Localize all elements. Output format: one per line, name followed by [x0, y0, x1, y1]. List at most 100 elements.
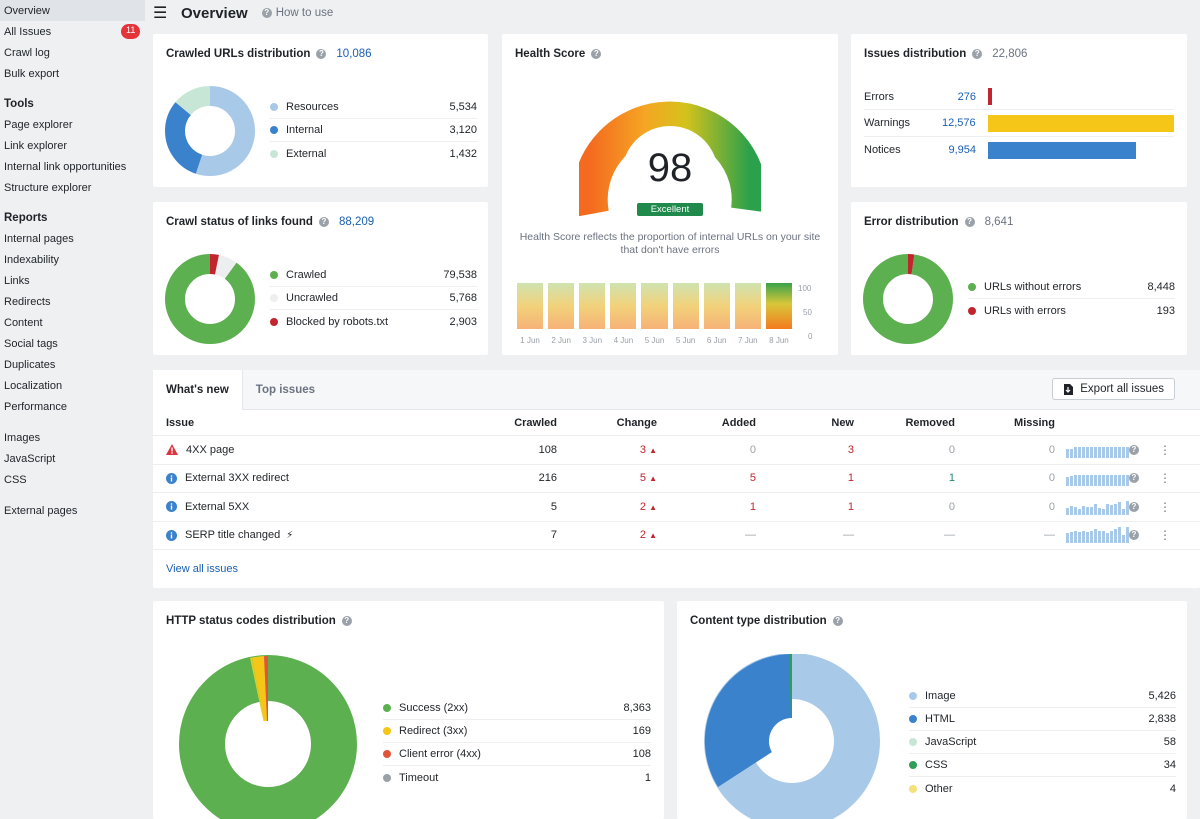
missing-cell[interactable]: —	[1044, 529, 1055, 542]
issue-cell[interactable]: External 3XX redirect	[166, 472, 289, 484]
table-row[interactable]: External 3XX redirect 216 5 ▲ 5 1 1 0? ⋮	[153, 465, 1200, 493]
legend-value[interactable]: 34	[1163, 759, 1176, 771]
issue-cell[interactable]: SERP title changed ⚡	[166, 529, 293, 541]
sidebar-item-internal-pages[interactable]: Internal pages	[4, 232, 74, 245]
sidebar-item-content[interactable]: Content	[4, 316, 43, 329]
sidebar-item-crawl-log[interactable]: Crawl log	[4, 46, 50, 59]
missing-cell[interactable]: 0	[1048, 472, 1055, 485]
added-cell[interactable]: 0	[749, 443, 756, 456]
more-options-icon[interactable]: ⋮	[1159, 499, 1171, 514]
help-icon[interactable]: ?	[318, 217, 329, 227]
view-all-issues-link[interactable]: View all issues	[166, 563, 238, 575]
more-options-icon[interactable]: ⋮	[1159, 528, 1171, 543]
new-cell[interactable]: —	[843, 529, 854, 542]
history-bar[interactable]	[765, 282, 792, 329]
sidebar-item-external-pages[interactable]: External pages	[4, 504, 78, 517]
crawled-cell[interactable]: 216	[538, 472, 557, 485]
help-icon[interactable]: ?	[341, 616, 352, 626]
sidebar-item-css[interactable]: CSS	[4, 473, 27, 486]
legend-value[interactable]: 8,363	[623, 702, 651, 714]
issue-name[interactable]: SERP title changed	[185, 529, 281, 542]
legend-value[interactable]: 79,538	[443, 269, 477, 281]
legend-value[interactable]: 5,426	[1148, 690, 1176, 702]
issue-cell[interactable]: 4XX page	[166, 444, 234, 456]
removed-cell[interactable]: 0	[948, 500, 955, 513]
history-bar[interactable]	[610, 282, 637, 329]
legend-value[interactable]: 193	[1156, 304, 1175, 317]
legend-value[interactable]: 4	[1169, 782, 1176, 795]
missing-cell[interactable]: 0	[1048, 443, 1055, 456]
added-cell[interactable]: 5	[749, 472, 756, 485]
help-icon[interactable]: ?	[972, 49, 983, 59]
help-icon[interactable]: ?	[964, 217, 975, 227]
sidebar-item-bulk-export[interactable]: Bulk export	[4, 67, 60, 80]
added-cell[interactable]: 1	[749, 500, 756, 513]
issue-name[interactable]: External 3XX redirect	[185, 472, 289, 485]
export-all-issues-button[interactable]: Export all issues	[1052, 378, 1175, 400]
menu-icon[interactable]: ☰	[153, 5, 168, 22]
crawled-cell[interactable]: 108	[538, 443, 557, 456]
help-icon[interactable]: ?	[316, 49, 327, 59]
table-row[interactable]: SERP title changed ⚡ 7 2 ▲ — — — —? ⋮	[153, 522, 1200, 550]
total-count[interactable]: 88,209	[338, 216, 375, 228]
new-cell[interactable]: 1	[847, 472, 854, 485]
removed-cell[interactable]: 0	[948, 443, 955, 456]
col-added[interactable]: Added	[721, 416, 756, 429]
sidebar-item-duplicates[interactable]: Duplicates	[4, 358, 56, 371]
help-icon[interactable]: ?	[591, 49, 602, 59]
sidebar-item-structure-explorer[interactable]: Structure explorer	[4, 181, 92, 194]
bar-value[interactable]: 12,576	[941, 117, 976, 129]
help-icon[interactable]: ?	[1129, 501, 1139, 512]
help-icon[interactable]: ?	[1129, 444, 1139, 455]
col-missing[interactable]: Missing	[1014, 416, 1055, 429]
help-icon[interactable]: ?	[1129, 530, 1139, 541]
tab-top-issues[interactable]: Top issues	[255, 384, 316, 396]
sidebar-item-page-explorer[interactable]: Page explorer	[4, 118, 73, 131]
legend-value[interactable]: 3,120	[449, 124, 477, 136]
missing-cell[interactable]: 0	[1048, 500, 1055, 513]
sidebar-item-link-explorer[interactable]: Link explorer	[4, 139, 67, 152]
issue-name[interactable]: External 5XX	[185, 500, 250, 513]
tab-whats-new[interactable]: What's new	[153, 370, 243, 410]
legend-value[interactable]: 2,838	[1148, 713, 1176, 725]
col-removed[interactable]: Removed	[905, 416, 955, 429]
sidebar-item-localization[interactable]: Localization	[4, 379, 63, 392]
col-crawled[interactable]: Crawled	[514, 416, 557, 429]
col-issue[interactable]: Issue	[166, 416, 195, 429]
how-to-use-link[interactable]: ? How to use	[261, 7, 333, 19]
legend-value[interactable]: 5,534	[449, 101, 477, 113]
history-bar[interactable]	[517, 282, 544, 329]
new-cell[interactable]: 1	[847, 500, 854, 513]
new-cell[interactable]: 3	[847, 443, 854, 456]
sidebar-item-images[interactable]: Images	[4, 431, 41, 444]
issues-bar-row[interactable]: Notices 9,954	[864, 137, 1174, 163]
history-bar[interactable]	[703, 282, 730, 329]
sidebar-item-all-issues[interactable]: All Issues 11	[0, 21, 145, 42]
legend-value[interactable]: 108	[632, 748, 651, 760]
history-bar[interactable]	[734, 282, 761, 329]
history-bar[interactable]	[672, 282, 699, 329]
col-new[interactable]: New	[831, 416, 854, 429]
bar-value[interactable]: 276	[957, 90, 976, 103]
col-change[interactable]: Change	[616, 416, 657, 429]
sidebar-item-performance[interactable]: Performance	[4, 400, 67, 413]
crawled-cell[interactable]: 5	[550, 500, 557, 513]
table-row[interactable]: 4XX page 108 3 ▲ 0 3 0 0? ⋮	[153, 436, 1200, 465]
removed-cell[interactable]: —	[944, 529, 955, 542]
issues-bar-row[interactable]: Errors 276	[864, 84, 1174, 110]
total-count[interactable]: 10,086	[336, 48, 372, 60]
more-options-icon[interactable]: ⋮	[1159, 442, 1171, 457]
sidebar-item-internal-link-opportunities[interactable]: Internal link opportunities	[4, 160, 127, 173]
more-options-icon[interactable]: ⋮	[1159, 471, 1171, 486]
added-cell[interactable]: —	[745, 529, 756, 542]
sidebar-item-social-tags[interactable]: Social tags	[4, 337, 58, 350]
legend-value[interactable]: 8,448	[1147, 281, 1175, 293]
sidebar-item-redirects[interactable]: Redirects	[4, 295, 51, 308]
help-icon[interactable]: ?	[832, 616, 843, 626]
legend-value[interactable]: 2,903	[449, 315, 477, 328]
removed-cell[interactable]: 1	[948, 472, 955, 485]
history-bar[interactable]	[641, 282, 668, 329]
crawled-cell[interactable]: 7	[550, 529, 557, 542]
legend-value[interactable]: 1,432	[449, 147, 477, 160]
table-row[interactable]: External 5XX 5 2 ▲ 1 1 0 0? ⋮	[153, 493, 1200, 522]
